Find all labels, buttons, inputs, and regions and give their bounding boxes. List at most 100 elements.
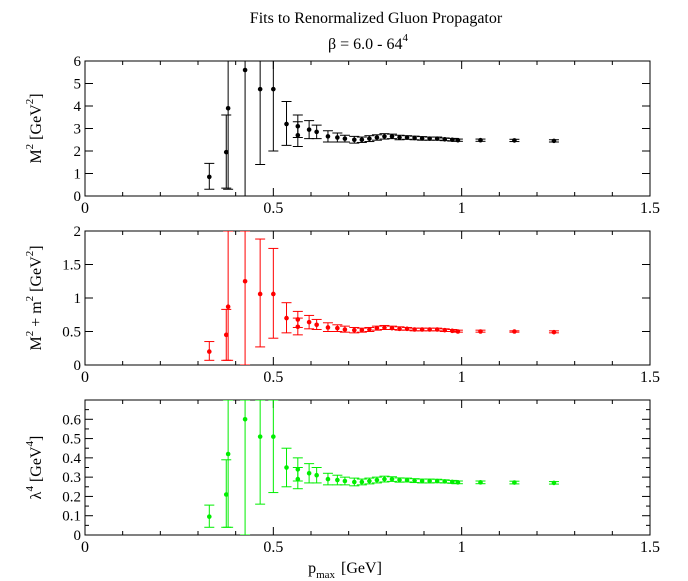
figure-subtitle: β = 6.0 - 644 [328, 32, 409, 53]
data-point [284, 315, 289, 321]
y-tick-label: 0.6 [62, 412, 81, 428]
y-axis-label-text: ] [28, 436, 45, 441]
data-point [455, 137, 461, 143]
data-point [512, 480, 517, 485]
data-point [427, 327, 432, 332]
x-tick-label: 1.5 [640, 200, 660, 217]
data-point [397, 326, 402, 332]
y-tick-label: 1 [74, 291, 82, 307]
y-axis-label-exponent: 4 [24, 441, 36, 447]
x-tick-label: 0 [81, 200, 89, 217]
data-point [389, 134, 395, 139]
y-tick-label: 0 [74, 528, 82, 544]
y-tick-label: 4 [74, 99, 82, 115]
data-point [225, 105, 231, 111]
y-tick-label: 0.1 [62, 509, 81, 525]
y-tick-label: 0.4 [62, 451, 81, 467]
data-point [207, 349, 212, 354]
data-point [367, 478, 372, 484]
data-point [284, 465, 289, 470]
data-point [359, 327, 365, 333]
x-tick-label: 1 [458, 369, 466, 386]
data-point [434, 327, 440, 332]
data-point [442, 479, 448, 484]
data-point [374, 477, 380, 483]
data-point [335, 325, 340, 331]
data-point [382, 134, 387, 139]
y-tick-label: 0 [74, 189, 82, 205]
y-tick-label: 0.5 [62, 325, 81, 341]
data-point [389, 325, 395, 331]
x-axis-label-main: p [308, 560, 316, 577]
figure-subtitle-exponent: 4 [403, 32, 409, 44]
y-tick-label: 2 [74, 144, 82, 160]
y-axis-label-exponent: 4 [24, 486, 36, 492]
x-axis-label-subscript: max [316, 569, 335, 581]
data-point [207, 514, 212, 519]
data-point [223, 149, 229, 155]
y-tick-label: 0 [74, 358, 82, 374]
data-point [314, 472, 319, 478]
data-point [257, 434, 263, 439]
plot-frame [84, 230, 651, 366]
y-tick-label: 0.3 [62, 470, 81, 486]
data-point [335, 477, 340, 483]
y-axis-label-text: [GeV [28, 256, 45, 296]
data-point [342, 478, 348, 484]
data-point [342, 136, 348, 141]
y-tick-label: 6 [74, 54, 82, 70]
y-axis-label-exponent: 2 [24, 331, 36, 337]
data-point [225, 304, 231, 310]
data-point [551, 138, 557, 144]
data-point [455, 329, 461, 334]
data-point [367, 327, 372, 332]
y-axis-label-text: [GeV [28, 446, 45, 486]
data-point [335, 135, 340, 140]
x-tick-label: 0.5 [263, 200, 283, 217]
data-point [325, 476, 331, 482]
data-point [512, 138, 517, 143]
figure-subtitle-text: β = 6.0 - 64 [328, 36, 403, 53]
y-axis-label-text: M [28, 149, 45, 163]
y-axis-label: λ4 [GeV4] [24, 436, 45, 500]
data-point [374, 325, 380, 331]
data-point [342, 327, 348, 332]
data-point [223, 332, 229, 338]
data-point [478, 480, 483, 485]
data-point [404, 477, 410, 483]
y-axis-label-text: M [28, 336, 45, 350]
data-point [419, 136, 425, 141]
data-point [382, 325, 387, 330]
data-point [412, 478, 417, 483]
data-point [389, 476, 395, 482]
figure-title: Fits to Renormalized Gluon Propagator [250, 10, 503, 27]
data-point [314, 129, 319, 135]
y-tick-label: 0.5 [62, 432, 81, 448]
data-point [478, 329, 483, 334]
y-axis-label-text: λ [28, 491, 45, 499]
data-series [204, 400, 559, 535]
x-tick-label: 1 [458, 200, 466, 217]
data-point [271, 434, 276, 439]
data-point [325, 134, 331, 139]
data-point [397, 135, 402, 140]
plot-frame [84, 399, 651, 536]
data-point [223, 492, 229, 497]
x-tick-label: 0 [81, 369, 89, 386]
data-point [512, 329, 517, 334]
data-point [352, 327, 357, 333]
data-point [455, 480, 461, 485]
data-point [271, 86, 276, 92]
data-point [306, 319, 312, 325]
x-tick-label: 0.5 [263, 539, 283, 556]
data-point [404, 326, 410, 332]
x-tick-label: 1 [458, 539, 466, 556]
data-point [419, 478, 425, 484]
data-point [242, 278, 248, 284]
data-point [478, 137, 483, 143]
x-tick-label: 1.5 [640, 539, 660, 556]
data-point [295, 467, 301, 472]
data-point [359, 137, 365, 143]
x-tick-label: 1.5 [640, 369, 660, 386]
